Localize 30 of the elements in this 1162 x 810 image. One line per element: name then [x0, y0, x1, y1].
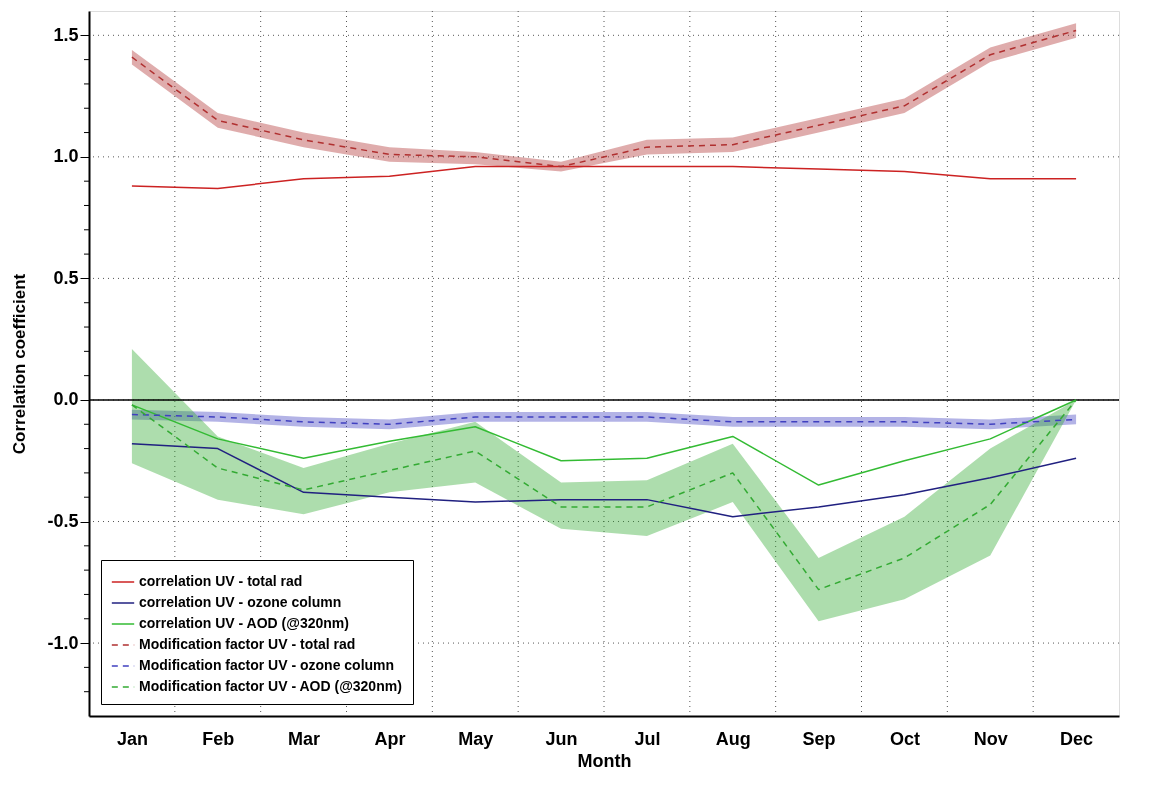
x-tick-label: May — [458, 728, 494, 749]
legend-label: correlation UV - ozone column — [139, 594, 342, 610]
x-tick-label: Jun — [545, 728, 578, 749]
x-tick-label: Apr — [374, 728, 406, 749]
x-tick-label: Sep — [802, 728, 836, 749]
x-tick-label: Mar — [288, 728, 321, 749]
line-series — [131, 399, 1077, 486]
legend-label: Modification factor UV - total rad — [139, 636, 356, 652]
y-tick-label: -1.0 — [47, 632, 79, 653]
line-series — [131, 399, 1077, 591]
x-tick-label: Jul — [634, 728, 661, 749]
x-tick-label: Nov — [973, 728, 1008, 749]
y-axis-title: Correlation coefficient — [10, 273, 30, 455]
y-tick-label: 1.5 — [53, 24, 79, 45]
y-tick-label: 0.5 — [53, 267, 79, 288]
legend-label: Modification factor UV - ozone column — [139, 657, 395, 673]
y-tick-label: 1.0 — [53, 146, 79, 167]
x-tick-label: Oct — [889, 728, 920, 749]
line-series — [131, 165, 1077, 190]
legend-label: correlation UV - AOD (@320nm) — [139, 615, 349, 631]
x-tick-label: Feb — [202, 728, 235, 749]
x-tick-label: Jan — [116, 728, 148, 749]
x-axis-title: Month — [577, 750, 632, 771]
legend-label: correlation UV - total rad — [139, 573, 303, 589]
line-series — [131, 442, 1077, 518]
legend-label: Modification factor UV - AOD (@320nm) — [139, 678, 402, 694]
y-tick-label: 0.0 — [53, 389, 79, 410]
x-tick-label: Aug — [715, 728, 751, 749]
y-tick-label: -0.5 — [47, 511, 79, 532]
x-tick-label: Dec — [1060, 728, 1094, 749]
